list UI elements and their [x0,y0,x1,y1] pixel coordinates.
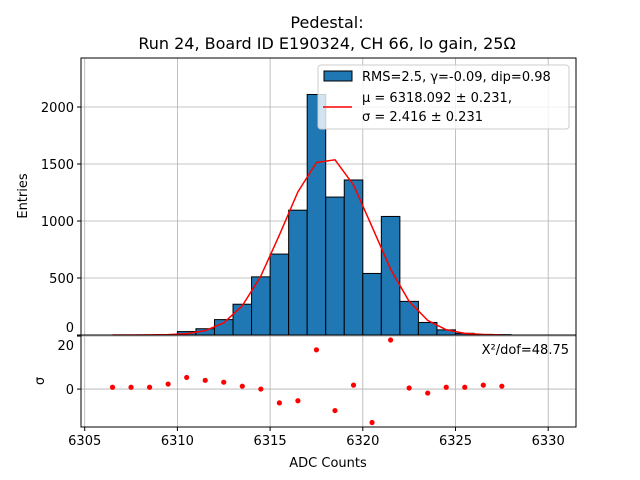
chi2-annotation: X²/dof=48.75 [482,343,569,358]
histogram-bar [288,209,308,336]
residual-point [295,398,301,404]
residual-point [406,385,412,391]
residual-point [462,384,468,390]
x-axis-label: ADC Counts [289,456,367,471]
histogram-bar [399,300,419,336]
legend-histogram-swatch [323,70,353,82]
residual-point [480,382,486,388]
legend-fit-label-1: μ = 6318.092 ± 0.231, [362,91,512,106]
residual-axes: 6305 6310 6315 6320 6325 6330 0 20 [57,334,577,449]
x-tick-label: 6310 [161,434,194,449]
x-tick-label: 6315 [254,434,287,449]
legend-frame [317,64,570,130]
residual-point [258,386,264,392]
y-tick-label: 1000 [41,215,74,230]
x-tick-label: 6330 [532,434,565,449]
residual-point [221,379,227,385]
fit-curve [112,158,502,336]
residual-point [109,384,116,390]
y-tick-label: 0 [66,321,74,336]
x-tick-label: 6320 [346,434,379,449]
residual-point [276,400,282,406]
residual-point [184,374,190,381]
legend-histogram-label: RMS=2.5, γ=-0.09, dip=0.98 [362,70,551,85]
residual-point [499,383,505,389]
histogram-bar [269,253,290,336]
legend: RMS=2.5, γ=-0.09, dip=0.98 μ = 6318.092 … [317,64,570,130]
residual-y-tick-label: 0 [66,383,74,398]
y-tick-label: 2000 [41,101,74,116]
legend-fit-label-2: σ = 2.416 ± 0.231 [362,110,483,125]
residual-point [239,383,245,389]
histogram-bar [343,179,364,336]
y-tick-label: 1500 [41,158,74,173]
residual-point [369,419,375,426]
residual-point [425,390,431,396]
residual-point [332,407,338,414]
histogram-bar [325,196,345,336]
residual-y-tick-label: 20 [57,339,74,354]
residual-frame [80,334,577,428]
histogram-bar [306,93,327,336]
x-tick-label: 6305 [68,434,101,449]
histogram-bar [232,303,253,336]
chart-title: Pedestal: [290,13,363,32]
chart-subtitle: Run 24, Board ID E190324, CH 66, lo gain… [138,34,515,53]
y-tick-label: 500 [49,272,74,287]
residual-point [313,347,320,353]
residual-point [350,382,357,388]
residual-point [443,384,449,390]
residual-point [165,381,171,387]
residual-point [128,384,134,390]
histogram-bar [380,215,401,336]
histogram-bar [362,272,382,336]
residual-point [146,384,153,390]
x-tick-label: 6325 [439,434,472,449]
y-axis-label: Entries [16,173,31,219]
residual-point [388,337,394,343]
residual-y-axis-label: σ [33,377,48,385]
residual-point [202,377,208,383]
